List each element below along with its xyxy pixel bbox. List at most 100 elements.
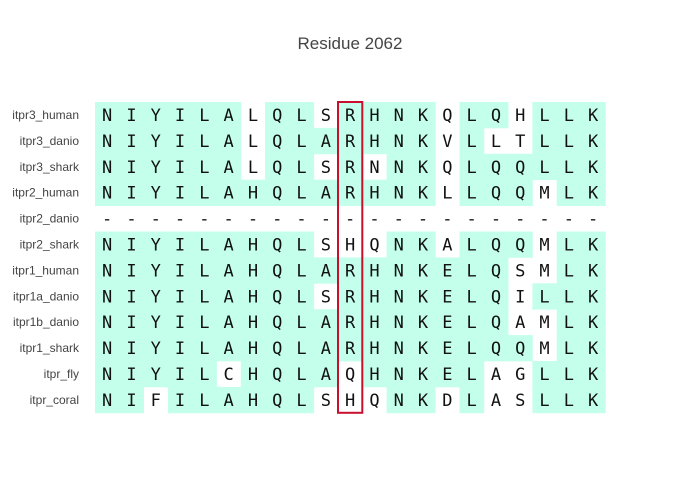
conserved-cell [386,283,412,310]
conserved-cell [265,257,290,284]
conserved-cell [362,179,387,206]
residue-cell: L [564,235,574,255]
residue-cell: A [321,313,331,333]
conserved-cell [483,102,509,129]
conserved-cell [313,309,339,336]
row-label-itpr1b_danio: itpr1b_danio [13,315,79,329]
residue-cell: H [248,365,258,385]
residue-cell: N [102,261,112,281]
residue-cell: N [394,235,404,255]
residue-cell: S [515,261,525,281]
residue-cell: K [588,235,599,255]
conserved-cell [386,153,412,181]
residue-cell: M [539,235,549,255]
conserved-cell [95,102,120,129]
residue-cell: L [467,339,477,359]
residue-cell: L [539,365,549,385]
residue-cell: R [345,339,356,359]
residue-cell: Y [151,313,161,333]
conserved-cell [289,127,315,155]
conserved-cell [119,309,144,336]
residue-cell: Q [491,339,501,359]
residue-cell: A [321,261,331,281]
residue-cell: K [588,158,599,178]
conserved-cell [508,153,533,181]
residue-cell: Q [272,313,282,333]
residue-cell: L [467,287,477,307]
residue-cell: L [296,287,306,307]
conserved-cell [119,127,144,155]
residue-cell: Y [151,339,161,359]
conserved-cell [483,257,509,284]
residue-cell: L [564,365,574,385]
residue-cell: - [126,210,136,230]
conserved-cell [459,257,485,284]
conserved-cell [435,361,460,388]
residue-cell: I [175,261,185,281]
residue-cell: Y [151,184,161,204]
residue-cell: - [272,210,282,230]
conserved-cell [459,153,485,181]
conserved-cell [289,309,315,336]
conserved-cell [386,386,412,414]
residue-cell: E [442,339,452,359]
residue-cell: - [102,210,112,230]
residue-cell: Q [515,184,525,204]
conserved-cell [143,257,169,284]
residue-cell: H [369,106,379,126]
conserved-cell [386,179,412,206]
residue-cell: F [151,391,161,411]
conserved-cell [313,335,339,362]
row-label-itpr_coral: itpr_coral [30,393,79,407]
residue-cell: - [394,210,404,230]
residue-cell: L [199,287,209,307]
conserved-cell [143,309,169,336]
residue-cell: Y [151,287,161,307]
conserved-cell [410,153,436,181]
conserved-cell [581,283,606,310]
residue-cell: S [321,287,331,307]
conserved-cell [95,386,120,414]
conserved-cell [143,231,169,258]
residue-cell: A [491,391,501,411]
residue-cell: N [369,158,379,178]
residue-cell: N [394,391,404,411]
residue-cell: Y [151,132,161,152]
residue-cell: L [199,313,209,333]
conserved-cell [95,127,120,155]
conserved-cell [192,386,217,414]
residue-cell: L [467,132,477,152]
conserved-cell [240,257,266,284]
residue-cell: I [126,391,136,411]
conserved-cell [265,153,290,181]
conserved-cell [216,102,242,129]
residue-cell: L [199,158,209,178]
residue-cell: K [418,235,429,255]
row-label-itpr1_human: itpr1_human [12,263,79,277]
conserved-cell [119,153,144,181]
residue-cell: T [515,132,525,152]
conserved-cell [338,335,363,362]
conserved-cell [216,309,242,336]
residue-cell: - [564,210,574,230]
residue-cell: H [369,339,379,359]
conserved-cell [119,231,144,258]
residue-cell: Q [515,339,525,359]
residue-cell: N [102,339,112,359]
conserved-cell [410,386,436,414]
residue-cell: N [394,261,404,281]
residue-cell: L [199,132,209,152]
conserved-cell [216,231,242,258]
residue-cell: Q [272,287,282,307]
residue-cell: R [345,158,356,178]
conserved-cell [532,102,558,129]
conserved-cell [581,231,606,258]
conserved-cell [167,153,193,181]
residue-cell: L [467,365,477,385]
residue-cell: E [442,365,452,385]
residue-cell: K [588,106,599,126]
conserved-cell [216,283,242,310]
residue-cell: N [102,158,112,178]
residue-cell: S [321,106,331,126]
residue-cell: I [126,287,136,307]
